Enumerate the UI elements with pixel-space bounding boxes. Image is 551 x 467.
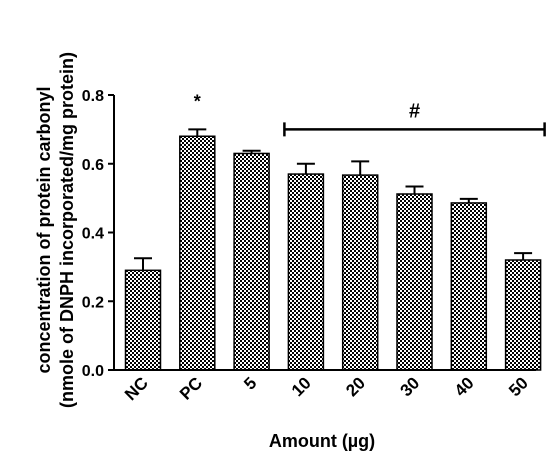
y-tick-label: 0.8 (82, 88, 104, 105)
significance-hash: # (409, 100, 420, 122)
bar (504, 259, 542, 371)
annotations: * # (194, 91, 546, 137)
x-tick-label: 50 (505, 373, 532, 400)
y-axis-title: concentration of protein carbonyl (nmole… (34, 52, 77, 408)
y-tick-label: 0.4 (82, 226, 104, 243)
significance-star: * (194, 91, 201, 111)
bar (287, 173, 325, 371)
x-tick-label: 10 (288, 373, 315, 400)
y-tick-label: 0.2 (82, 294, 104, 311)
y-axis-title-line2: (nmole of DNPH incorporated/mg protein) (57, 52, 77, 408)
y-axis-ticks: 0.0 0.2 0.4 0.6 0.8 (82, 88, 114, 380)
x-tick-label: 40 (451, 373, 478, 400)
bar (341, 174, 379, 371)
y-tick-label: 0.0 (82, 363, 104, 380)
y-tick-label: 0.6 (82, 157, 104, 174)
y-axis-title-line1: concentration of protein carbonyl (34, 86, 54, 373)
x-tick-label: NC (121, 373, 152, 404)
x-axis-title: Amount (µg) (269, 431, 375, 451)
x-tick-label: PC (176, 373, 206, 403)
bar (124, 269, 162, 371)
bar (396, 193, 433, 371)
bars (124, 128, 542, 371)
x-tick-labels: NC PC 5 10 20 30 40 50 (121, 373, 532, 404)
bar (233, 152, 270, 371)
bar (450, 202, 488, 371)
x-tick-label: 5 (240, 373, 260, 393)
x-tick-label: 30 (397, 373, 424, 400)
bar (179, 135, 216, 371)
x-tick-label: 20 (342, 373, 369, 400)
